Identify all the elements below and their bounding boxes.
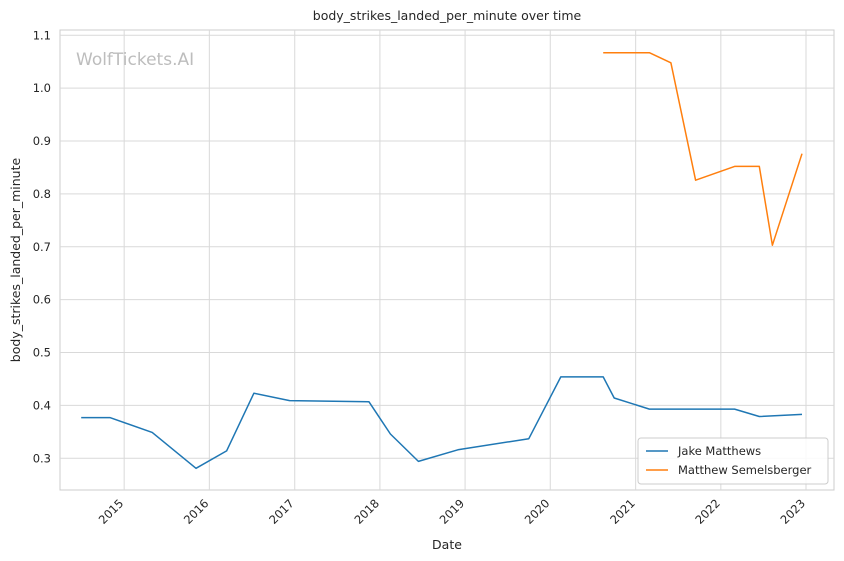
x-axis-label: Date [432, 537, 462, 552]
y-tick-label: 0.3 [33, 451, 51, 465]
y-tick-label: 0.6 [33, 293, 51, 307]
series-line-1 [603, 51, 803, 246]
series-layer [81, 51, 803, 470]
chart-title: body_strikes_landed_per_minute over time [313, 8, 582, 23]
y-axis-label: body_strikes_landed_per_minute [8, 157, 23, 362]
y-tick-label: 1.0 [33, 81, 51, 95]
y-tick-label: 0.8 [33, 187, 51, 201]
legend-box [637, 437, 829, 485]
legend-entry-label: Matthew Semelsberger [678, 463, 812, 477]
y-tick-label: 0.9 [33, 134, 51, 148]
series-line-0 [81, 376, 803, 470]
y-tick-label: 0.7 [33, 240, 51, 254]
y-tick-label: 0.5 [33, 346, 51, 360]
y-tick-label: 0.4 [33, 398, 51, 412]
legend-entry-label: Jake Matthews [677, 444, 761, 458]
watermark: WolfTickets.AI [76, 50, 194, 70]
y-tick-label: 1.1 [33, 28, 51, 42]
y-axis: 0.3 0.4 0.5 0.6 0.7 0.8 0.9 1.0 1.1 [33, 28, 51, 465]
plot-frame [59, 29, 835, 491]
legend: Jake Matthews Matthew Semelsberger [637, 437, 829, 485]
